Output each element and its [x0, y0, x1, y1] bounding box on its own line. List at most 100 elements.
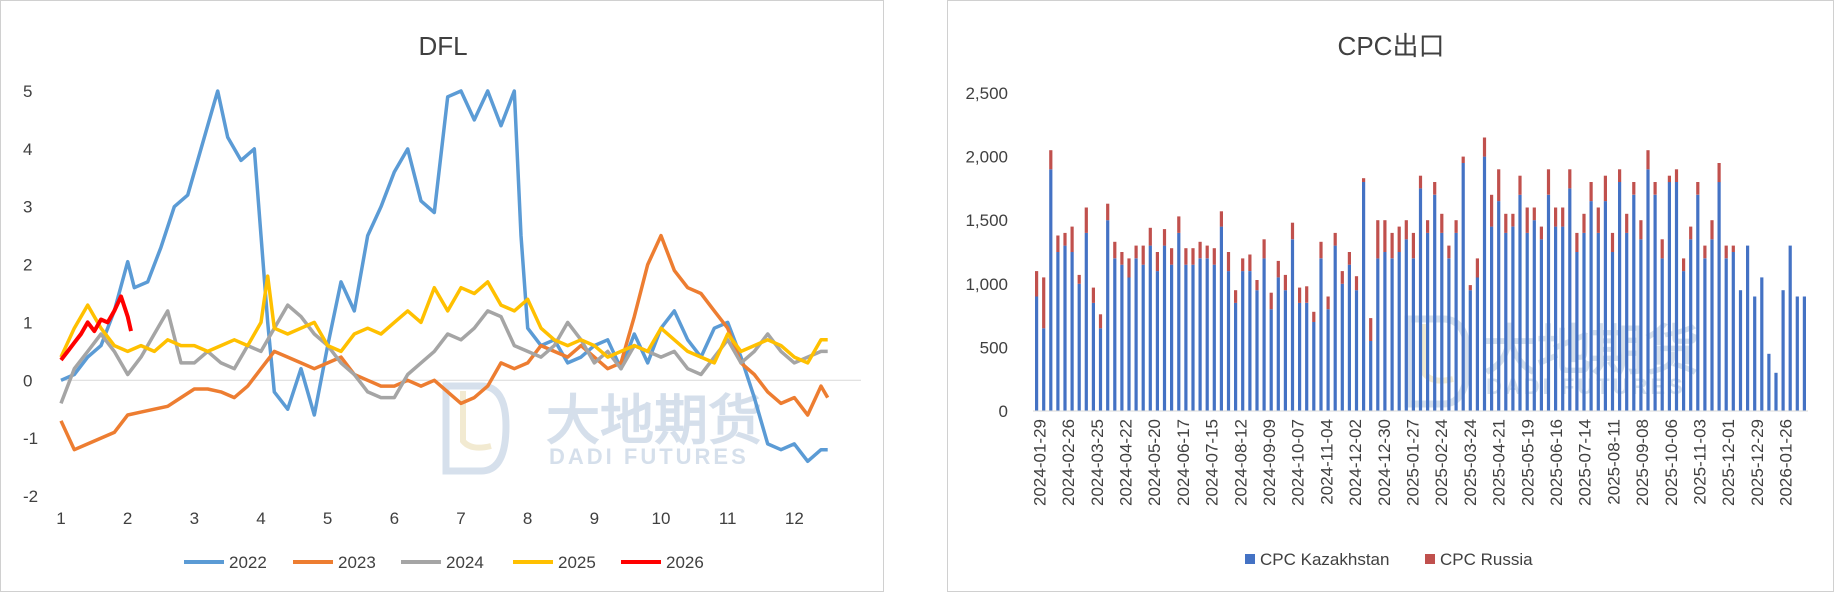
bar-cpc-kazakhstan	[1340, 283, 1344, 411]
y-tick-label: -2	[23, 487, 38, 506]
x-tick-label: 1	[56, 509, 65, 528]
bar-cpc-kazakhstan	[1518, 194, 1522, 411]
bar-cpc-russia	[1468, 285, 1472, 291]
bar-cpc-russia	[1625, 213, 1629, 233]
y-axis-ticks: 5 4 3 2 1 0 -1 -2	[23, 82, 38, 506]
bar-cpc-russia	[1113, 241, 1117, 259]
x-tick-label: 2024-07-15	[1203, 419, 1222, 506]
y-tick-label: 2,000	[965, 148, 1008, 167]
bar-cpc-kazakhstan	[1219, 226, 1223, 411]
bar-cpc-russia	[1077, 274, 1081, 284]
bar-cpc-kazakhstan	[1618, 182, 1622, 411]
x-tick-label: 2024-11-04	[1317, 419, 1336, 505]
bar-cpc-russia	[1120, 252, 1124, 265]
bar-cpc-russia	[1362, 178, 1366, 182]
bar-cpc-kazakhstan	[1710, 239, 1714, 411]
y-tick-label: 2,500	[965, 84, 1008, 103]
watermark-brand-en: DADI FUTURES	[549, 444, 749, 469]
bar-cpc-kazakhstan	[1767, 353, 1771, 411]
legend: CPC Kazakhstan CPC Russia	[1245, 550, 1533, 569]
bar-cpc-kazakhstan	[1724, 258, 1728, 411]
bar-cpc-russia	[1461, 156, 1465, 163]
bar-cpc-russia	[1532, 207, 1536, 221]
bar-cpc-russia	[1127, 258, 1131, 278]
bar-cpc-kazakhstan	[1383, 252, 1387, 411]
bar-cpc-kazakhstan	[1390, 258, 1394, 411]
bar-cpc-russia	[1162, 229, 1167, 246]
bar-cpc-kazakhstan	[1127, 277, 1131, 411]
bar-cpc-russia	[1710, 220, 1714, 240]
bar-cpc-russia	[1234, 290, 1238, 303]
bar-cpc-russia	[1518, 175, 1522, 195]
bar-cpc-russia	[1290, 222, 1295, 240]
bar-cpc-kazakhstan	[1646, 169, 1650, 411]
x-tick-label: 2025-08-11	[1604, 419, 1623, 505]
bar-cpc-russia	[1447, 245, 1451, 259]
x-tick-label: 8	[523, 509, 532, 528]
bar-cpc-kazakhstan	[1539, 239, 1543, 411]
bar-cpc-kazakhstan	[1035, 296, 1039, 411]
x-tick-label: 2025-03-24	[1461, 419, 1480, 506]
x-tick-label: 2024-03-25	[1088, 419, 1107, 506]
bar-cpc-russia	[1454, 220, 1458, 233]
bar-cpc-kazakhstan	[1575, 252, 1579, 411]
bar-cpc-russia	[1198, 241, 1202, 259]
bar-cpc-kazakhstan	[1653, 194, 1657, 411]
y-tick-label: 5	[23, 82, 32, 101]
y-tick-label: 3	[23, 198, 32, 217]
bar-cpc-kazakhstan	[1241, 271, 1245, 411]
bar-cpc-kazakhstan	[1319, 258, 1323, 411]
bar-cpc-russia	[1682, 258, 1686, 272]
bar-cpc-kazakhstan	[1084, 232, 1088, 411]
legend-label: 2022	[229, 553, 267, 572]
bar-cpc-russia	[1504, 213, 1508, 233]
bar-cpc-russia	[1433, 182, 1437, 195]
bar-cpc-russia	[1390, 232, 1394, 259]
bar-cpc-kazakhstan	[1774, 372, 1778, 411]
x-tick-label: 2025-01-27	[1404, 419, 1423, 506]
series-line-2026	[59, 294, 133, 362]
bar-cpc-russia	[1212, 248, 1216, 265]
bar-cpc-kazakhstan	[1155, 271, 1159, 411]
x-axis-ticks: 1 2 3 4 5 6 7 8 9 10 11 12	[56, 509, 804, 528]
bar-cpc-russia	[1106, 203, 1110, 221]
x-tick-label: 2025-04-21	[1490, 419, 1509, 506]
bar-cpc-kazakhstan	[1191, 264, 1195, 411]
x-tick-label: 2024-08-12	[1231, 419, 1250, 506]
watermark-logo-accent-icon	[460, 391, 492, 451]
bar-cpc-russia	[1404, 220, 1408, 240]
bar-cpc-russia	[1475, 258, 1479, 278]
bar-cpc-kazakhstan	[1731, 252, 1735, 411]
bar-cpc-kazakhstan	[1262, 258, 1266, 411]
bar-cpc-russia	[1226, 252, 1231, 272]
x-tick-label: 11	[719, 509, 737, 528]
bar-cpc-russia	[1724, 245, 1728, 259]
chart-title: DFL	[418, 31, 467, 61]
bar-cpc-kazakhstan	[1290, 239, 1295, 411]
bar-cpc-russia	[1283, 274, 1287, 291]
bar-cpc-russia	[1411, 232, 1415, 259]
x-tick-label: 2025-10-06	[1662, 419, 1681, 506]
bar-cpc-russia	[1539, 226, 1543, 240]
legend-label: CPC Kazakhstan	[1260, 550, 1389, 569]
bar-cpc-russia	[1369, 318, 1373, 341]
bar-cpc-kazakhstan	[1717, 182, 1721, 411]
bar-cpc-kazakhstan	[1703, 258, 1707, 411]
bar-cpc-kazakhstan	[1226, 271, 1231, 411]
bar-cpc-russia	[1610, 232, 1615, 252]
x-tick-label: 2024-05-20	[1145, 419, 1164, 506]
x-tick-label: 9	[590, 509, 599, 528]
bar-cpc-russia	[1326, 296, 1330, 310]
bar-cpc-kazakhstan	[1546, 194, 1551, 411]
y-tick-label: 1,000	[965, 275, 1008, 294]
bar-cpc-kazakhstan	[1397, 252, 1401, 411]
bar-cpc-russia	[1184, 248, 1188, 265]
y-axis-ticks: 2,500 2,000 1,500 1,000 500 0	[965, 84, 1008, 421]
bar-cpc-russia	[1646, 150, 1650, 170]
x-tick-label: 10	[652, 509, 671, 528]
bar-cpc-kazakhstan	[1354, 290, 1359, 411]
x-tick-label: 6	[390, 509, 399, 528]
bar-cpc-kazakhstan	[1369, 341, 1373, 411]
legend-label: 2026	[666, 553, 704, 572]
bar-cpc-russia	[1269, 292, 1273, 310]
